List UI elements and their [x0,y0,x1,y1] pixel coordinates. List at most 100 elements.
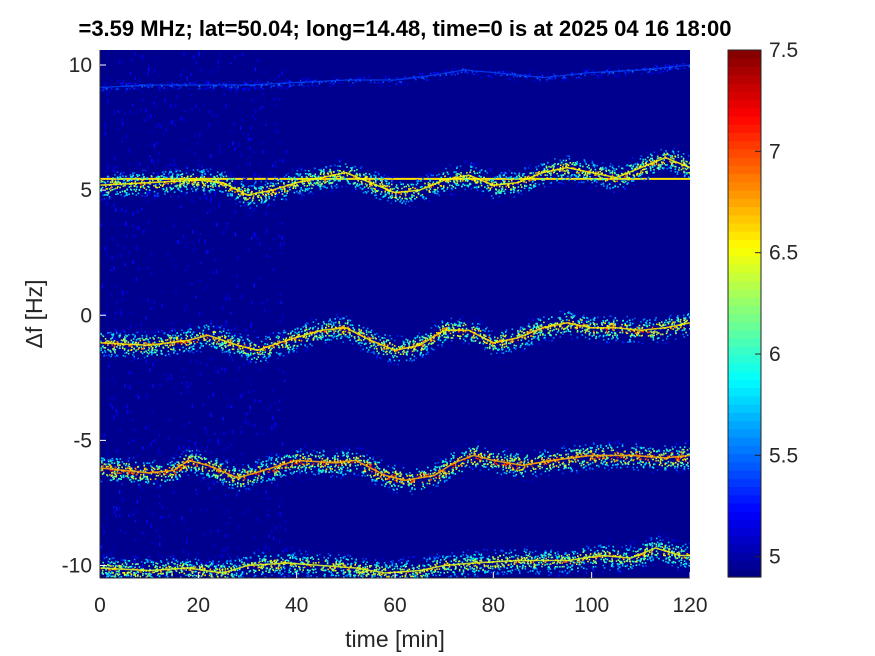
trace-speck [306,189,309,191]
trace-speck [492,179,494,182]
trace-speck [285,344,287,347]
noise-speck [140,323,142,326]
trace-speck [277,84,280,86]
trace-speck [190,188,193,190]
trace-speck [288,85,291,88]
noise-speck [265,186,268,190]
noise-speck [167,164,169,169]
noise-speck [243,363,245,367]
trace-speck [381,341,383,344]
trace-speck [196,177,198,180]
trace-speck [372,335,374,338]
trace-speck [358,184,360,187]
trace-speck [672,321,674,323]
trace-speck [219,326,221,329]
trace-speck [227,192,229,195]
trace-speck [591,181,594,184]
trace-speck [517,334,520,336]
trace-speck [611,165,614,167]
trace-speck [390,202,392,204]
trace-speck [641,173,643,175]
noise-speck [247,507,249,511]
trace-speck [132,351,135,354]
trace-speck [313,337,315,339]
noise-speck [191,108,193,111]
trace-speck [439,78,441,80]
trace-speck [175,178,178,181]
trace-speck [179,181,181,183]
trace-speck [306,173,309,175]
trace-speck [308,184,311,186]
trace-speck [380,177,383,180]
trace-speck [682,63,685,65]
trace-speck [571,317,574,319]
noise-speck [277,319,279,323]
trace-speck [606,185,608,188]
trace-speck [131,341,134,344]
noise-speck [201,559,203,562]
noise-speck [250,383,252,385]
trace-speck [430,327,433,329]
trace-speck [301,182,304,184]
trace-speck [141,90,144,92]
trace-speck [498,185,501,188]
trace-speck [598,174,600,177]
trace-speck [457,184,460,186]
trace-speck [154,195,157,197]
trace-speck [309,173,312,176]
trace-speck [283,195,286,197]
trace-speck [212,186,214,188]
trace-speck [379,184,382,187]
trace-speck [310,182,312,185]
trace-speck [592,163,595,166]
noise-speck [212,339,215,342]
noise-speck [152,440,154,443]
noise-speck [106,253,108,256]
trace-speck [674,338,677,340]
trace-speck [689,161,690,163]
trace-speck [483,336,485,338]
trace-speck [107,175,109,178]
trace-speck [573,174,576,176]
trace-speck [343,170,345,173]
trace-speck [137,192,140,195]
trace-speck [638,166,641,168]
trace-speck [684,171,686,174]
noise-speck [155,125,158,128]
trace-speck [134,180,136,183]
trace-speck [620,64,623,67]
noise-speck [214,191,216,196]
trace-speck [242,185,245,187]
noise-speck [204,195,206,199]
trace-speck [626,315,628,318]
trace-speck [319,173,322,175]
noise-speck [206,80,209,82]
noise-speck [266,255,268,258]
trace-speck [544,174,547,176]
trace-speck [220,190,223,193]
trace-speck [185,186,188,188]
noise-speck [168,172,170,177]
trace-speck [428,178,431,180]
noise-speck [141,98,144,102]
trace-speck [642,68,644,70]
trace-speck [546,166,548,169]
trace-speck [461,185,463,188]
noise-speck [240,126,242,130]
trace-speck [531,330,534,332]
trace-speck [179,341,182,344]
trace-speck [601,172,603,174]
trace-speck [170,348,172,350]
trace-speck [307,85,309,88]
trace-speck [595,178,598,180]
trace-speck [458,173,461,176]
trace-speck [501,352,503,354]
noise-speck [172,259,174,262]
noise-speck [115,409,117,412]
trace-speck [658,323,660,326]
trace-speck [479,333,482,335]
trace-speck [152,172,155,174]
trace-speck [601,330,603,333]
trace-speck [588,164,590,167]
trace-speck [589,169,592,172]
